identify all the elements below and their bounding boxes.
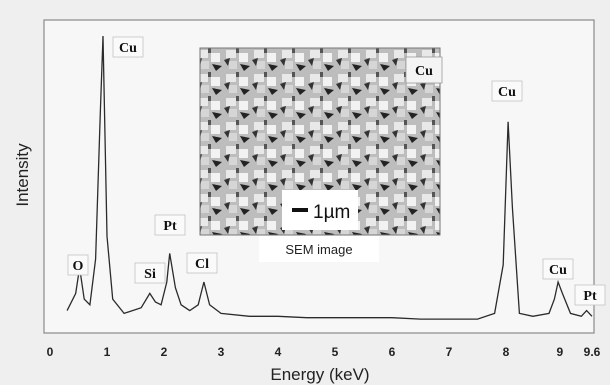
peak-label-box [134, 262, 166, 284]
x-tick-label: 9 [556, 345, 563, 359]
x-tick-label: 2 [161, 345, 168, 359]
peak-labels: O Cu Si Pt Cl Cu Cu Pt [67, 36, 606, 306]
peak-label: Pt [583, 289, 597, 304]
x-tick-labels: 0 1 2 3 4 5 6 7 8 9 9.6 [47, 345, 601, 359]
x-tick-label: 7 [446, 345, 453, 359]
x-tick-label: 8 [503, 345, 510, 359]
x-tick-label: 1 [104, 345, 111, 359]
peak-label: Cu [119, 41, 137, 56]
peak-label: Cu [498, 85, 516, 100]
peak-label-box [491, 80, 523, 102]
peak-label-box [186, 252, 218, 274]
x-tick-label: 0 [47, 345, 54, 359]
scale-bar-label: 1µm [313, 202, 350, 223]
peak-label-box [67, 254, 89, 276]
sem-caption: SEM image [285, 242, 352, 257]
x-tick-label: 5 [332, 345, 339, 359]
peak-label: Cu [549, 263, 567, 278]
x-axis-label: Energy (keV) [270, 365, 369, 384]
peak-label: Si [144, 267, 156, 282]
x-tick-label: 9.6 [584, 345, 601, 359]
inset-tag: Cu [415, 64, 433, 79]
peak-label-box [112, 36, 144, 58]
peak-label-box [154, 214, 186, 236]
peak-label: O [73, 259, 84, 274]
inset-tag-box [405, 56, 443, 84]
x-tick-label: 3 [218, 345, 225, 359]
peak-label: Pt [163, 219, 177, 234]
scale-bar [292, 208, 308, 212]
sem-caption-box [259, 236, 379, 262]
x-tick-label: 6 [389, 345, 396, 359]
peak-label-box [542, 258, 574, 280]
x-tick-label: 4 [275, 345, 282, 359]
y-axis-label: Intensity [13, 143, 32, 207]
peak-label: Cl [195, 257, 209, 272]
spectrum-line [66, 35, 593, 320]
peak-label-box [574, 284, 606, 306]
sem-inset: 1µm SEM image Cu [199, 47, 443, 262]
